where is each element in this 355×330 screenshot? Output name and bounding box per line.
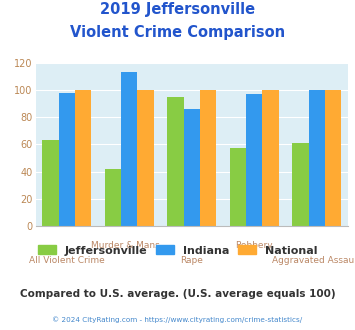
Bar xyxy=(167,97,184,226)
Text: Violent Crime Comparison: Violent Crime Comparison xyxy=(70,25,285,40)
Bar xyxy=(184,109,200,226)
Legend: Jeffersonville, Indiana, National: Jeffersonville, Indiana, National xyxy=(33,241,322,260)
Bar xyxy=(230,148,246,226)
Text: © 2024 CityRating.com - https://www.cityrating.com/crime-statistics/: © 2024 CityRating.com - https://www.city… xyxy=(53,316,302,323)
Bar xyxy=(200,90,216,226)
Bar xyxy=(59,93,75,226)
Text: 2019 Jeffersonville: 2019 Jeffersonville xyxy=(100,2,255,16)
Bar xyxy=(292,143,308,226)
Text: All Violent Crime: All Violent Crime xyxy=(29,256,105,265)
Bar xyxy=(137,90,154,226)
Bar xyxy=(105,169,121,226)
Text: Robbery: Robbery xyxy=(235,241,273,250)
Text: Murder & Mans...: Murder & Mans... xyxy=(91,241,168,250)
Text: Compared to U.S. average. (U.S. average equals 100): Compared to U.S. average. (U.S. average … xyxy=(20,289,335,299)
Bar xyxy=(121,72,137,226)
Bar xyxy=(262,90,279,226)
Bar xyxy=(308,90,325,226)
Text: Rape: Rape xyxy=(180,256,203,265)
Text: Aggravated Assault: Aggravated Assault xyxy=(272,256,355,265)
Bar xyxy=(42,140,59,226)
Bar xyxy=(325,90,341,226)
Bar xyxy=(246,94,262,226)
Bar xyxy=(75,90,91,226)
